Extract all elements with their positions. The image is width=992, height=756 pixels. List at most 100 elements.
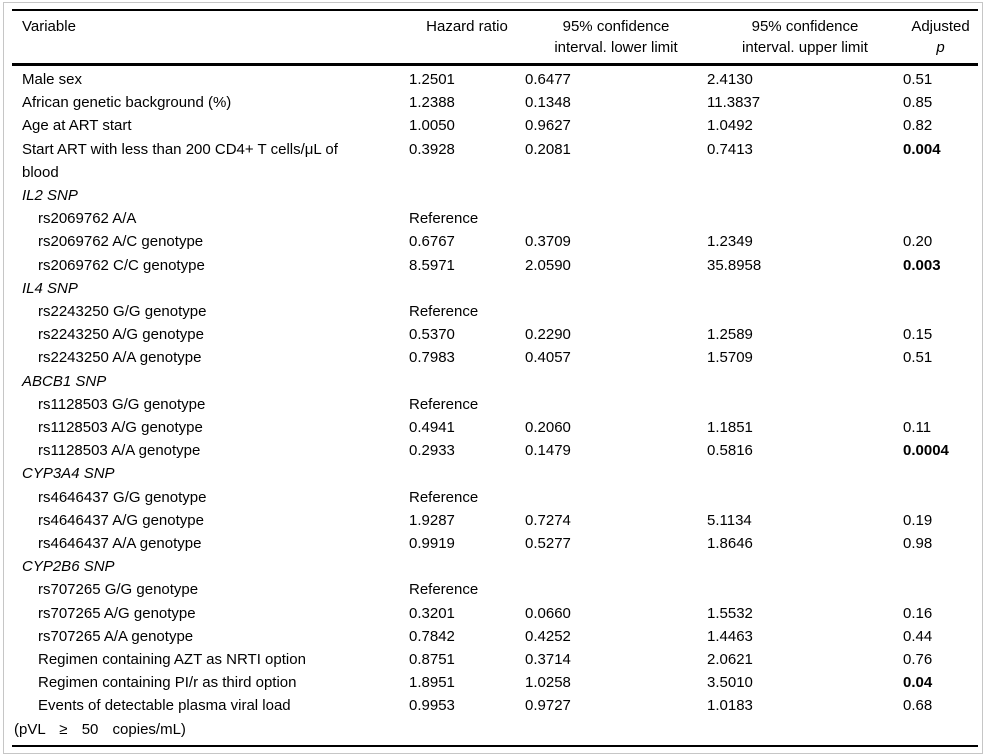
ci-upper-cell: 2.0621 [707, 648, 903, 671]
ci-upper-cell: 1.5532 [707, 602, 903, 625]
variable-cell: IL4 SNP [12, 277, 409, 300]
header-adjusted-line2: p [936, 39, 945, 56]
variable-cell: ABCB1 SNP [12, 370, 409, 393]
hazard-ratio-value: Reference [409, 303, 479, 321]
variable-cell: African genetic background (%) [12, 91, 409, 114]
hazard-ratio-cell: 0.6767 [409, 230, 525, 253]
hazard-ratio-cell [409, 370, 525, 393]
hazard-ratio-value: 0.9953 [409, 697, 455, 715]
adjusted-p-cell: 0.68 [903, 694, 978, 745]
variable-cell: rs4646437 G/G genotype [12, 486, 409, 509]
ci-upper-value: 11.3837 [707, 94, 761, 112]
adjusted-p-cell: 0.15 [903, 323, 978, 346]
ci-lower-cell [525, 555, 707, 578]
table-row: Events of detectable plasma viral load (p… [12, 694, 978, 745]
ci-lower-cell: 0.2060 [525, 416, 707, 439]
variable-label: rs4646437 A/G genotype [38, 511, 204, 529]
header-adjusted-p: Adjusted p [903, 10, 978, 65]
ci-upper-cell: 0.5816 [707, 439, 903, 462]
ci-lower-cell: 0.7274 [525, 509, 707, 532]
ci-lower-value: 2.0590 [525, 256, 571, 274]
adjusted-p-cell: 0.004 [903, 138, 978, 184]
ci-lower-cell [525, 462, 707, 485]
table-section-row: CYP3A4 SNP [12, 462, 978, 485]
table-row: rs2069762 A/C genotype 0.6767 0.3709 1.2349… [12, 230, 978, 253]
adjusted-p-cell [903, 578, 978, 601]
adjusted-p-cell: 0.0004 [903, 439, 978, 462]
variable-label: rs2069762 A/A [38, 210, 137, 228]
adjusted-p-cell: 0.85 [903, 91, 978, 114]
adjusted-p-value: 0.19 [903, 511, 933, 529]
adjusted-p-cell [903, 555, 978, 578]
table-section-row: ABCB1 SNP [12, 370, 978, 393]
adjusted-p-value: 0.04 [903, 674, 933, 692]
adjusted-p-cell [903, 486, 978, 509]
results-table: Variable Hazard ratio 95% confidence int… [12, 9, 978, 747]
adjusted-p-cell: 0.82 [903, 114, 978, 137]
adjusted-p-value: 0.003 [903, 256, 941, 274]
adjusted-p-value: 0.51 [903, 71, 933, 88]
ci-lower-cell: 2.0590 [525, 254, 707, 277]
variable-label: Male sex [22, 71, 83, 88]
table-row: rs2243250 A/A genotype 0.7983 0.4057 1.5709… [12, 346, 978, 369]
table-row: rs4646437 A/G genotype 1.9287 0.7274 5.1134… [12, 509, 978, 532]
hazard-ratio-cell: 0.4941 [409, 416, 525, 439]
ci-upper-cell: 1.4463 [707, 625, 903, 648]
variable-label: rs2243250 A/A genotype [38, 349, 202, 367]
variable-cell: rs1128503 G/G genotype [12, 393, 409, 416]
ci-upper-cell: 11.3837 [707, 91, 903, 114]
ci-lower-cell [525, 578, 707, 601]
ci-lower-value: 0.4252 [525, 627, 571, 645]
hazard-ratio-value: 0.7983 [409, 349, 455, 367]
variable-label: rs707265 G/G genotype [38, 581, 199, 599]
hazard-ratio-cell: 0.7983 [409, 346, 525, 369]
hazard-ratio-value: Reference [409, 210, 479, 228]
adjusted-p-value: 0.15 [903, 326, 933, 344]
ci-lower-cell [525, 207, 707, 230]
variable-label: CYP2B6 SNP [22, 558, 115, 576]
ci-upper-cell: 1.8646 [707, 532, 903, 555]
hazard-ratio-cell [409, 277, 525, 300]
adjusted-p-cell: 0.16 [903, 602, 978, 625]
table-row: Regimen containing PI/r as third option 1… [12, 671, 978, 694]
variable-cell: rs1128503 A/G genotype [12, 416, 409, 439]
variable-label: rs2069762 C/C genotype [38, 256, 205, 274]
ci-lower-cell: 0.3709 [525, 230, 707, 253]
ci-upper-cell: 0.7413 [707, 138, 903, 184]
variable-label: Age at ART start [22, 117, 132, 135]
ci-upper-cell [707, 486, 903, 509]
hazard-ratio-cell: Reference [409, 207, 525, 230]
table-row: Male sex 1.2501 0.6477 2.4130 0.51 [12, 65, 978, 92]
ci-upper-value: 1.0183 [707, 697, 753, 715]
variable-label: rs4646437 G/G genotype [38, 488, 207, 506]
variable-label-line2: blood [22, 163, 59, 181]
variable-cell: Start ART with less than 200 CD4+ T cell… [12, 138, 409, 184]
hazard-ratio-value: Reference [409, 581, 479, 599]
hazard-ratio-value: 1.8951 [409, 674, 455, 692]
ci-upper-cell [707, 462, 903, 485]
variable-label-line2: (pVL ≥ 50 copies/mL) [14, 720, 186, 738]
hazard-ratio-cell [409, 555, 525, 578]
adjusted-p-cell [903, 462, 978, 485]
ci-lower-cell: 1.0258 [525, 671, 707, 694]
ci-upper-cell [707, 300, 903, 323]
ci-upper-value: 2.0621 [707, 651, 753, 669]
table-section-row: IL4 SNP [12, 277, 978, 300]
table-body: Male sex 1.2501 0.6477 2.4130 0.51 African ge… [12, 65, 978, 746]
variable-cell: rs2069762 A/A [12, 207, 409, 230]
adjusted-p-cell [903, 370, 978, 393]
header-variable: Variable [22, 18, 76, 35]
header-row: Variable Hazard ratio 95% confidence int… [12, 10, 978, 65]
variable-cell: rs2243250 A/A genotype [12, 346, 409, 369]
variable-cell: rs4646437 A/A genotype [12, 532, 409, 555]
adjusted-p-cell: 0.51 [903, 65, 978, 92]
hazard-ratio-value: 1.9287 [409, 511, 455, 529]
variable-label: rs2243250 G/G genotype [38, 303, 207, 321]
ci-upper-value: 1.4463 [707, 627, 753, 645]
variable-label: rs2069762 A/C genotype [38, 233, 204, 251]
variable-cell: Events of detectable plasma viral load (p… [12, 694, 409, 745]
hazard-ratio-cell: 0.9919 [409, 532, 525, 555]
hazard-ratio-cell [409, 462, 525, 485]
ci-lower-cell: 0.4057 [525, 346, 707, 369]
